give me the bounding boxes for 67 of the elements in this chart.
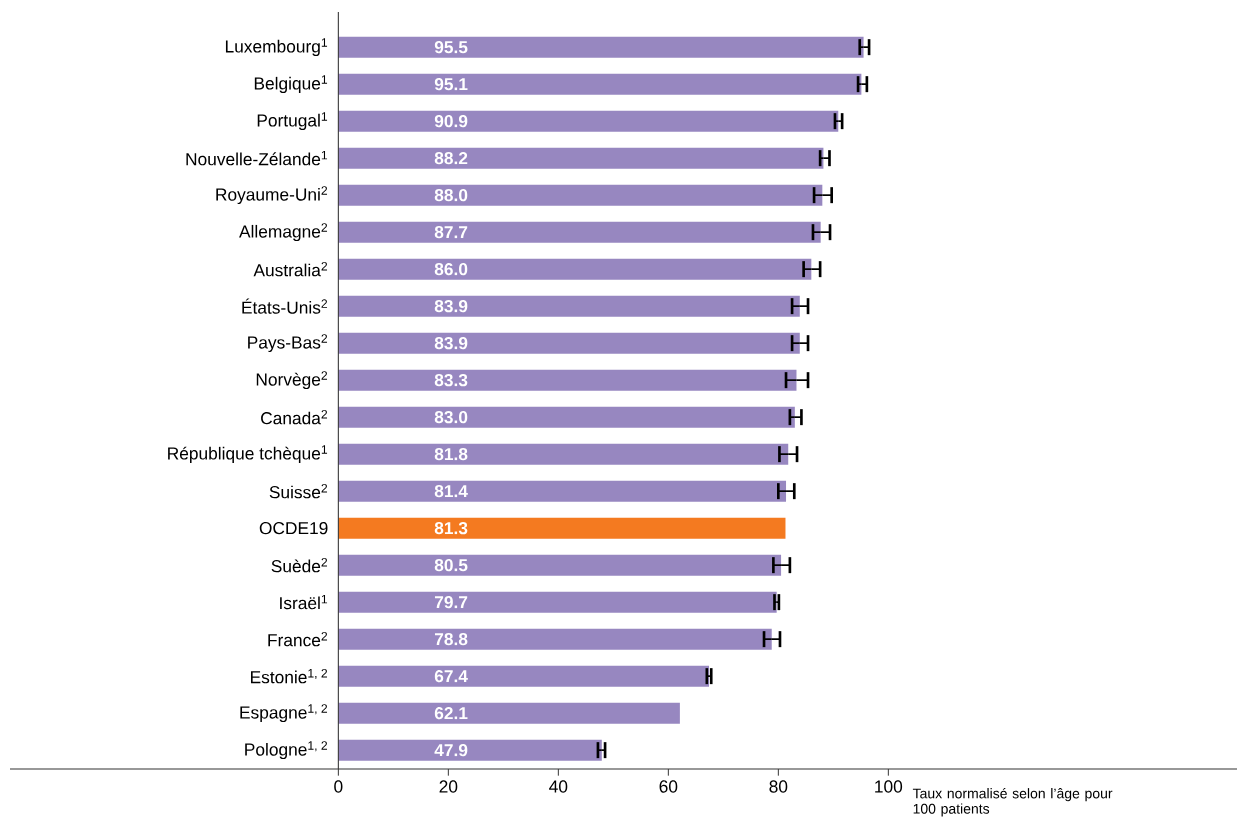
y-tick-label: Espagne$^{1, 2}$ [240,704,328,723]
data-label: 86.0 [434,263,468,276]
y-tick-label: Suisse$^{2}$ [269,483,328,499]
y-tick-label: Luxembourg$^{1}$ [225,38,328,57]
bar [338,295,800,317]
bar [338,258,812,280]
bar [338,480,787,502]
data-label: 83.9 [434,337,468,350]
x-tick-label: 40 [549,780,568,793]
y-tick-label: Israël$^{1}$ [280,595,328,610]
bar [338,406,795,428]
data-label: 88.0 [434,189,468,202]
data-label: 83.9 [434,300,468,313]
y-tick-label: Canada$^{2}$ [261,409,328,425]
bar [338,332,800,354]
bar [338,221,821,243]
x-tick-label: 0 [334,780,343,793]
data-label: 80.5 [434,559,468,572]
data-label: 95.5 [434,41,468,54]
bar [338,110,839,132]
bar [338,73,862,95]
data-label: 95.1 [434,78,468,91]
y-tick-label: États-Unis$^{2}$ [242,298,328,314]
y-tick-label: Belgique$^{1}$ [254,75,328,94]
data-label: 83.0 [434,411,468,424]
data-label: 81.4 [434,485,468,498]
bar [338,369,797,391]
data-label: 90.9 [434,115,468,128]
y-tick-label: Norvège$^{2}$ [256,371,328,390]
data-label: 83.3 [434,374,468,387]
data-label: 79.7 [434,596,468,609]
bar [338,702,680,724]
y-tick-label: République tchèque$^{1}$ [168,445,328,464]
data-label: 88.2 [434,152,468,165]
bar [338,184,823,206]
x-tick-label: 80 [769,780,788,793]
y-tick-label: Australia$^{2}$ [253,261,328,277]
bar [338,147,824,169]
y-tick-label: Allemagne$^{2}$ [239,223,328,242]
y-tick-label: Pologne$^{1, 2}$ [245,741,328,760]
y-tick-label: Suède$^{2}$ [271,557,328,573]
bar [338,517,786,539]
bar [338,36,864,58]
data-label: 81.8 [434,448,468,461]
data-label: 47.9 [434,744,468,757]
bar [338,591,777,613]
y-tick-label: Royaume-Uni$^{2}$ [216,186,328,205]
y-tick-label: France$^{2}$ [268,631,328,647]
y-tick-label: Pays-Bas$^{2}$ [248,334,328,353]
data-label: 67.4 [434,670,468,683]
data-label: 62.1 [434,707,468,720]
y-tick-label: Portugal$^{1}$ [257,112,328,131]
x-tick-label: 100 [875,780,903,793]
y-tick-label: OCDE19 [259,522,328,535]
y-tick-label: Estonie$^{1, 2}$ [251,668,328,684]
x-tick-label: 20 [439,780,458,793]
bar [338,628,772,650]
x-axis-title: Taux normalisé selon l’âge pour 100 patients [912,787,1113,817]
y-tick-label: Nouvelle-Zélande$^{1}$ [186,151,328,166]
data-label: 81.3 [434,521,468,535]
x-tick-label: 60 [659,780,678,793]
data-label: 87.7 [434,226,468,239]
bar [338,739,602,761]
bar [338,554,782,576]
bar [338,443,789,465]
data-label: 78.8 [434,633,468,646]
bar [338,665,710,687]
